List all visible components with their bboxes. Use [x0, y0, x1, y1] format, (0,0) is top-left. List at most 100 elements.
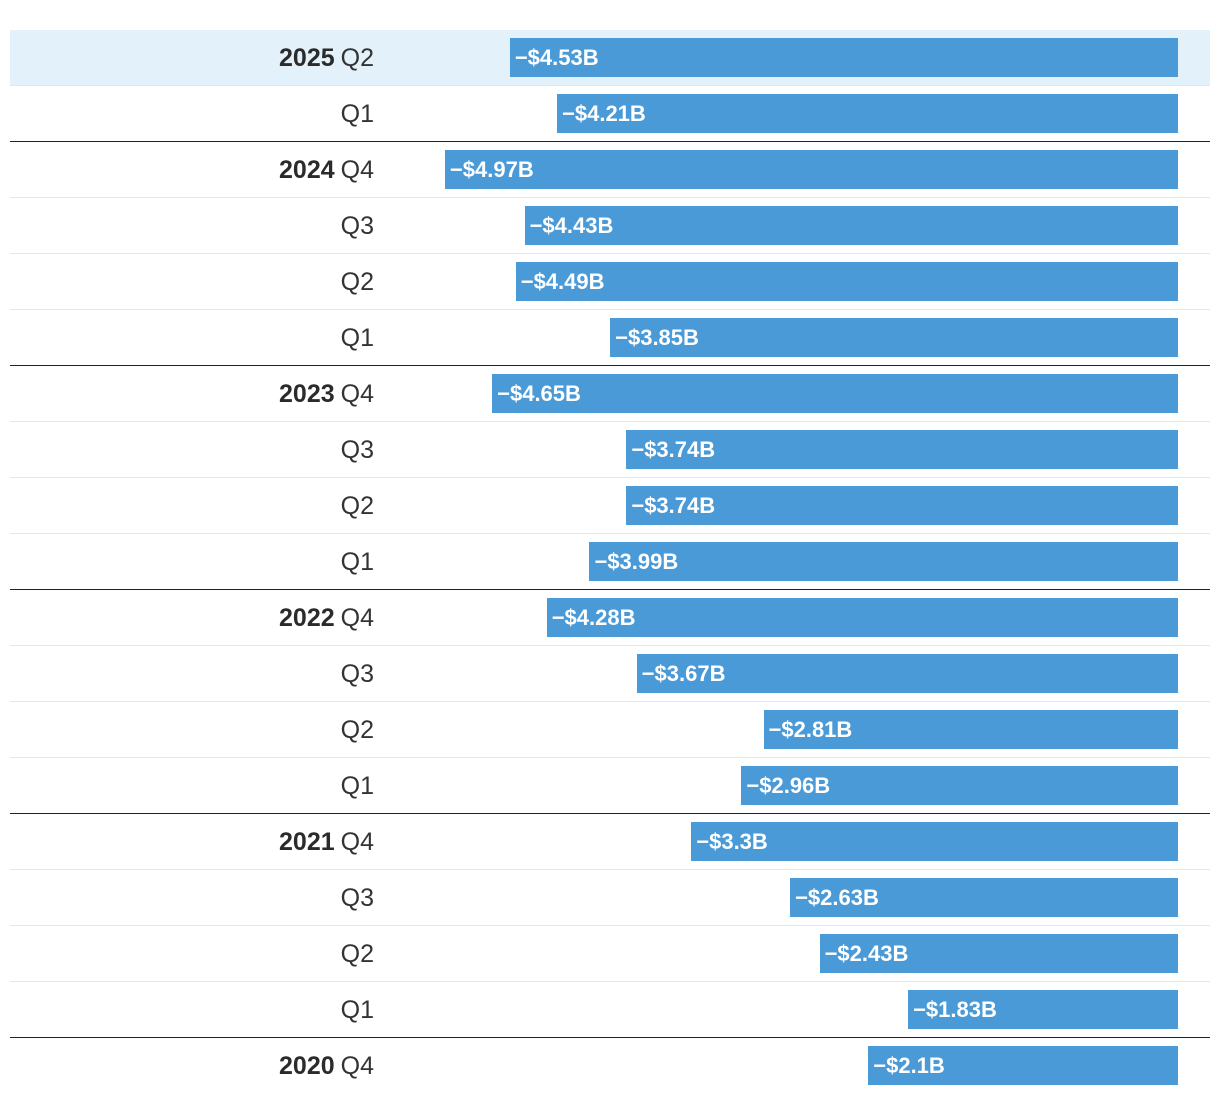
row-label: Q1: [341, 982, 374, 1038]
row-label: Q1: [341, 310, 374, 366]
row-label: Q1: [341, 86, 374, 142]
row-label: Q3: [341, 646, 374, 702]
bar: −$4.53B: [509, 38, 1178, 77]
quarter-label: Q2: [340, 492, 374, 520]
quarter-label: Q1: [340, 324, 374, 352]
bar: −$3.74B: [626, 486, 1178, 525]
bar: −$2.43B: [819, 934, 1178, 973]
chart-row: 2021 Q4 −$3.3B: [10, 814, 1210, 870]
bar-value-label: −$2.63B: [795, 885, 879, 910]
quarter-label: Q4: [340, 604, 374, 632]
row-label: Q3: [341, 870, 374, 926]
bar-value-label: −$3.74B: [631, 437, 716, 462]
quarter-label: Q4: [340, 380, 374, 408]
quarter-label: Q1: [340, 548, 374, 576]
year-label: 2023: [279, 380, 335, 408]
bar-value-label: −$4.53B: [514, 45, 599, 70]
row-label: Q2: [341, 926, 374, 982]
bar: −$3.3B: [691, 822, 1178, 861]
year-label: 2025: [279, 44, 335, 72]
bar-value-label: −$2.81B: [768, 717, 853, 742]
bar: −$4.65B: [492, 374, 1178, 413]
bar: −$4.28B: [546, 598, 1178, 637]
quarter-label: Q4: [340, 1052, 374, 1080]
bar-value-label: −$3.99B: [594, 549, 679, 574]
bar: −$4.49B: [515, 262, 1178, 301]
chart-row: 2024 Q4 −$4.97B: [10, 142, 1210, 198]
bar-value-label: −$4.49B: [520, 269, 605, 294]
chart-row: Q3 −$3.74B: [10, 422, 1210, 478]
quarter-label: Q2: [340, 44, 374, 72]
quarter-label: Q1: [340, 996, 374, 1024]
quarter-label: Q3: [340, 436, 374, 464]
year-label: 2021: [279, 828, 335, 856]
chart-row: Q1 −$3.85B: [10, 310, 1210, 366]
bar-value-label: −$3.3B: [696, 829, 768, 854]
quarter-label: Q2: [340, 940, 374, 968]
chart-row: Q1 −$1.83B: [10, 982, 1210, 1038]
quarter-label: Q2: [340, 268, 374, 296]
quarter-label: Q4: [340, 156, 374, 184]
chart-row: Q2 −$4.49B: [10, 254, 1210, 310]
bar: −$2.81B: [763, 710, 1178, 749]
quarter-label: Q2: [340, 716, 374, 744]
chart-row: Q1 −$4.21B: [10, 86, 1210, 142]
bar-value-label: −$2.1B: [873, 1053, 945, 1078]
chart-row: Q3 −$2.63B: [10, 870, 1210, 926]
bar: −$4.97B: [444, 150, 1178, 189]
quarter-label: Q1: [340, 100, 374, 128]
chart-row: Q1 −$2.96B: [10, 758, 1210, 814]
bar: −$3.67B: [636, 654, 1178, 693]
bar-value-label: −$4.97B: [449, 157, 534, 182]
year-label: 2020: [279, 1052, 335, 1080]
bar-value-label: −$3.85B: [615, 325, 699, 350]
bar: −$4.43B: [524, 206, 1178, 245]
row-label: Q2: [341, 254, 374, 310]
chart-row: Q3 −$3.67B: [10, 646, 1210, 702]
bar-value-label: −$2.96B: [746, 773, 831, 798]
bar-value-label: −$4.65B: [497, 381, 581, 406]
row-label: Q1: [341, 758, 374, 814]
bar: −$2.63B: [790, 878, 1178, 917]
bar-value-label: −$1.83B: [913, 997, 997, 1022]
chart-row: 2020 Q4 −$2.1B: [10, 1038, 1210, 1094]
row-label: 2024 Q4: [279, 142, 374, 198]
bar-value-label: −$4.21B: [562, 101, 646, 126]
bar: −$2.96B: [741, 766, 1178, 805]
bar-value-label: −$4.43B: [529, 213, 614, 238]
bar: −$2.1B: [868, 1046, 1178, 1085]
chart-row: 2022 Q4 −$4.28B: [10, 590, 1210, 646]
row-label: Q3: [341, 422, 374, 478]
quarter-label: Q3: [340, 884, 374, 912]
row-label: 2021 Q4: [279, 814, 374, 870]
bar-value-label: −$3.67B: [641, 661, 726, 686]
row-label: 2023 Q4: [279, 366, 374, 422]
bar-value-label: −$2.43B: [824, 941, 909, 966]
quarter-label: Q3: [340, 212, 374, 240]
bar: −$3.74B: [626, 430, 1178, 469]
chart-row: Q3 −$4.43B: [10, 198, 1210, 254]
row-label: Q2: [341, 702, 374, 758]
chart-row: 2023 Q4 −$4.65B: [10, 366, 1210, 422]
year-label: 2022: [279, 604, 335, 632]
bar: −$4.21B: [557, 94, 1178, 133]
quarter-label: Q1: [340, 772, 374, 800]
quarter-label: Q3: [340, 660, 374, 688]
row-label: 2020 Q4: [279, 1038, 374, 1094]
row-label: Q2: [341, 478, 374, 534]
row-label: Q1: [341, 534, 374, 590]
chart-row: Q2 −$3.74B: [10, 478, 1210, 534]
quarter-label: Q4: [340, 828, 374, 856]
year-label: 2024: [279, 156, 335, 184]
bar: −$3.99B: [589, 542, 1178, 581]
bar: −$1.83B: [908, 990, 1178, 1029]
bar-value-label: −$3.74B: [631, 493, 716, 518]
quarterly-bar-chart: 2025 Q2 −$4.53B Q1 −$4.21B 2024 Q4 −$4.97B Q3 −$4…: [10, 30, 1210, 1094]
row-label: 2022 Q4: [279, 590, 374, 646]
chart-row: Q2 −$2.43B: [10, 926, 1210, 982]
chart-row: 2025 Q2 −$4.53B: [10, 30, 1210, 86]
bar: −$3.85B: [610, 318, 1178, 357]
chart-row: Q2 −$2.81B: [10, 702, 1210, 758]
row-label: Q3: [341, 198, 374, 254]
row-label: 2025 Q2: [279, 30, 374, 86]
